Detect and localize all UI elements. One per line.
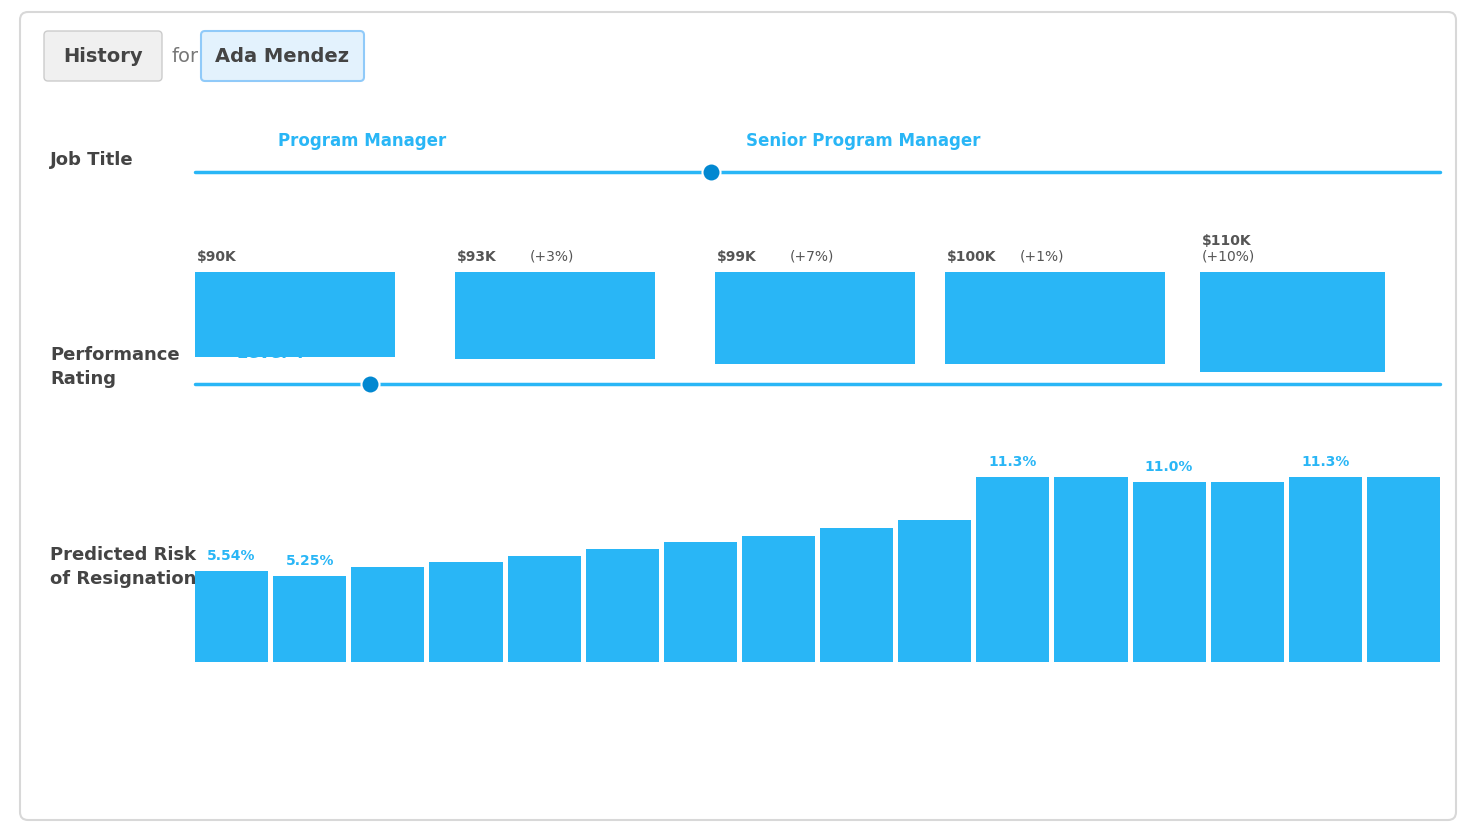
Bar — [273, 576, 347, 662]
FancyBboxPatch shape — [21, 12, 1455, 820]
Bar — [1200, 272, 1384, 372]
FancyBboxPatch shape — [44, 31, 162, 81]
Text: Job Title: Job Title — [50, 151, 134, 169]
Bar — [976, 477, 1049, 662]
Bar — [455, 272, 655, 359]
Text: Program Manager: Program Manager — [277, 132, 446, 150]
Text: (+10%): (+10%) — [1201, 250, 1255, 264]
Text: Level 5: Level 5 — [458, 344, 524, 362]
Bar — [586, 549, 658, 662]
Bar — [508, 556, 580, 662]
Bar — [664, 542, 737, 662]
FancyBboxPatch shape — [201, 31, 365, 81]
Bar — [430, 562, 502, 662]
Text: $99K: $99K — [717, 250, 757, 264]
Text: for: for — [171, 47, 199, 66]
Text: Senior Program Manager: Senior Program Manager — [745, 132, 980, 150]
Bar — [1289, 477, 1362, 662]
Text: $110K: $110K — [1201, 234, 1252, 248]
Bar — [945, 272, 1165, 364]
Bar — [1210, 482, 1284, 662]
Text: (+7%): (+7%) — [790, 250, 834, 264]
Bar — [1132, 482, 1206, 662]
Bar — [897, 519, 971, 662]
Text: Predicted Risk
of Resignation: Predicted Risk of Resignation — [50, 546, 196, 588]
Text: (+1%): (+1%) — [1020, 250, 1064, 264]
Text: 5.54%: 5.54% — [207, 549, 255, 563]
Bar — [1367, 477, 1441, 662]
Text: 5.25%: 5.25% — [285, 554, 334, 568]
Bar — [1054, 477, 1128, 662]
Text: (+3%): (+3%) — [530, 250, 574, 264]
Text: Level 4: Level 4 — [238, 344, 304, 362]
Text: $100K: $100K — [948, 250, 996, 264]
Text: 11.3%: 11.3% — [989, 455, 1038, 469]
Bar — [195, 272, 396, 357]
Bar — [714, 272, 915, 364]
Bar — [742, 536, 815, 662]
Bar — [821, 527, 893, 662]
Text: $93K: $93K — [458, 250, 497, 264]
Text: 11.0%: 11.0% — [1145, 460, 1193, 474]
Text: Ada Mendez: Ada Mendez — [215, 47, 348, 66]
Text: History: History — [63, 47, 143, 66]
Text: Performance
Rating: Performance Rating — [50, 345, 180, 389]
Text: 11.3%: 11.3% — [1302, 455, 1349, 469]
Bar — [195, 572, 269, 662]
Text: $90K: $90K — [196, 250, 236, 264]
Bar — [351, 567, 425, 662]
